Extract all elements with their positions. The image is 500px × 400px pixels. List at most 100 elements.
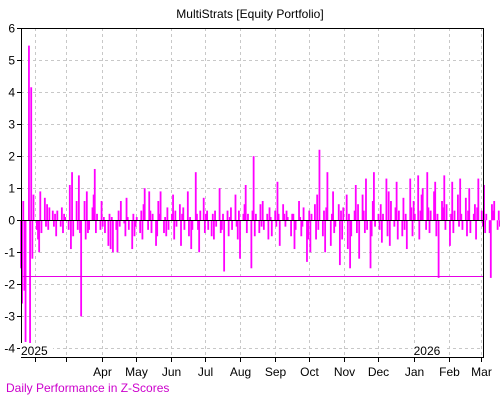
data-bar bbox=[385, 178, 388, 221]
data-bar bbox=[84, 220, 87, 240]
data-bar bbox=[199, 210, 202, 221]
data-bar bbox=[380, 220, 383, 243]
data-bar bbox=[127, 220, 130, 230]
data-bar bbox=[68, 184, 71, 221]
data-bar bbox=[234, 194, 237, 221]
data-bar bbox=[119, 201, 122, 221]
data-bar bbox=[323, 210, 325, 221]
data-bar bbox=[203, 220, 206, 234]
data-bar bbox=[251, 210, 254, 221]
data-bar bbox=[147, 220, 149, 230]
data-bar bbox=[261, 201, 264, 221]
data-bar bbox=[293, 220, 296, 250]
data-bar bbox=[87, 220, 89, 234]
data-bar bbox=[480, 210, 483, 221]
data-bar bbox=[174, 210, 177, 221]
y-tick-label: 6 bbox=[8, 22, 15, 36]
data-bar bbox=[60, 207, 63, 221]
data-bar bbox=[197, 220, 199, 230]
data-bar bbox=[250, 220, 253, 269]
data-bar bbox=[386, 220, 389, 237]
x-tick-label: Oct bbox=[300, 365, 319, 379]
data-bar bbox=[172, 194, 174, 221]
data-bar bbox=[139, 220, 142, 234]
data-bar bbox=[159, 191, 162, 221]
data-bar bbox=[88, 220, 90, 230]
data-bar bbox=[274, 210, 277, 221]
data-bar bbox=[426, 172, 429, 221]
data-bar bbox=[497, 210, 500, 221]
data-bar bbox=[148, 191, 151, 221]
data-bar bbox=[388, 220, 391, 246]
data-bar bbox=[316, 194, 319, 221]
data-bar bbox=[395, 181, 398, 221]
x-tick-label: Feb bbox=[439, 365, 460, 379]
data-bar bbox=[55, 220, 58, 237]
data-bar bbox=[472, 213, 475, 221]
data-bar bbox=[396, 220, 399, 240]
data-bar bbox=[219, 220, 222, 234]
data-bar bbox=[310, 213, 313, 221]
data-bar bbox=[95, 220, 97, 234]
data-bar bbox=[468, 188, 471, 221]
data-bar bbox=[92, 194, 95, 221]
data-bar bbox=[409, 178, 412, 221]
data-bar bbox=[382, 213, 384, 221]
data-bar bbox=[188, 220, 190, 237]
data-bar bbox=[167, 220, 170, 230]
data-bar bbox=[266, 213, 269, 221]
data-bar bbox=[116, 220, 119, 253]
y-tick-label: -4 bbox=[4, 342, 15, 356]
data-bar bbox=[190, 220, 193, 250]
data-bar bbox=[269, 217, 272, 221]
data-bar bbox=[498, 220, 500, 227]
data-bar bbox=[474, 204, 476, 221]
data-bar bbox=[412, 201, 415, 221]
data-bar bbox=[51, 210, 54, 221]
data-bar bbox=[340, 210, 342, 221]
data-bar bbox=[252, 156, 255, 221]
data-bar bbox=[180, 220, 182, 246]
data-bar bbox=[150, 220, 153, 234]
data-bar bbox=[124, 220, 127, 237]
data-bar bbox=[276, 181, 279, 221]
data-bar bbox=[491, 204, 493, 221]
data-bar bbox=[302, 207, 305, 221]
data-bar bbox=[118, 220, 121, 227]
data-bar bbox=[417, 175, 420, 221]
data-bar bbox=[56, 210, 59, 221]
data-bar bbox=[255, 213, 257, 221]
data-bar bbox=[357, 204, 359, 221]
data-bar bbox=[342, 207, 345, 221]
data-bar bbox=[242, 213, 245, 221]
data-bar bbox=[182, 207, 185, 221]
data-bar bbox=[195, 213, 198, 221]
data-bar bbox=[492, 210, 494, 221]
y-tick-label: 2 bbox=[8, 150, 15, 164]
data-bar bbox=[421, 188, 424, 221]
y-tick-label: 1 bbox=[8, 182, 15, 196]
data-bar bbox=[307, 220, 310, 240]
data-bar bbox=[215, 220, 218, 227]
y-tick-label: 0 bbox=[8, 214, 15, 228]
data-bar bbox=[362, 210, 365, 221]
year-label-text: 2026 bbox=[414, 344, 441, 358]
data-bar bbox=[326, 172, 329, 221]
data-bar bbox=[133, 220, 136, 237]
data-bar bbox=[458, 220, 460, 227]
data-bar bbox=[350, 220, 353, 237]
data-bar bbox=[79, 220, 81, 234]
data-bar bbox=[294, 220, 297, 230]
year-label-background bbox=[412, 343, 446, 357]
data-bar bbox=[286, 217, 289, 221]
data-bar bbox=[227, 220, 230, 237]
data-bar bbox=[39, 191, 42, 221]
data-bar bbox=[369, 220, 372, 269]
data-bar bbox=[198, 220, 201, 253]
data-bar bbox=[67, 220, 70, 230]
data-bar bbox=[496, 220, 499, 230]
x-tick-label: Jun bbox=[162, 365, 181, 379]
data-bar bbox=[247, 213, 249, 221]
